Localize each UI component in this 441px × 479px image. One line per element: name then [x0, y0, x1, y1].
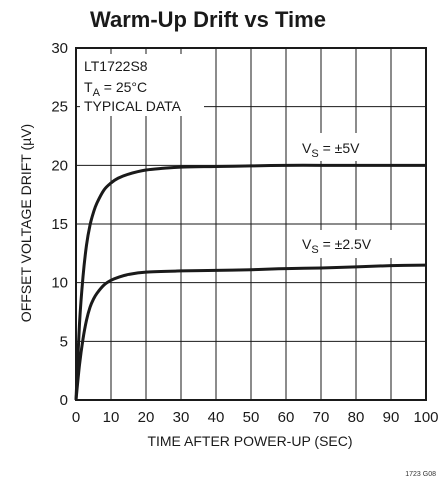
y-tick-label: 20: [51, 157, 68, 174]
curves: [74, 163, 427, 401]
x-tick-label: 80: [348, 409, 365, 426]
plot-frame: [75, 47, 427, 401]
figure-code: 1723 G08: [405, 471, 436, 478]
chart-title: Warm-Up Drift vs Time: [90, 7, 326, 32]
y-tick-label: 30: [51, 40, 68, 57]
y-tick-label: 25: [51, 99, 68, 116]
x-tick-label: 60: [278, 409, 295, 426]
y-tick-label: 0: [60, 392, 68, 409]
y-tick-label: 5: [60, 333, 68, 350]
y-tick-label: 15: [51, 216, 68, 233]
tick-labels: 0 10 20 30 40 50 60 70 80 90 100 0 5 10 15 20 25 30: [51, 40, 438, 426]
x-tick-label: 50: [243, 409, 260, 426]
annotation-temperature: TA = 25°C: [84, 79, 147, 99]
y-axis-label: OFFSET VOLTAGE DRIFT (µV): [18, 124, 34, 322]
x-axis-label: TIME AFTER POWER-UP (SEC): [147, 433, 352, 449]
x-tick-label: 70: [313, 409, 330, 426]
y-tick-label: 10: [51, 275, 68, 292]
x-tick-label: 10: [103, 409, 120, 426]
x-tick-label: 90: [383, 409, 400, 426]
x-tick-label: 100: [413, 409, 438, 426]
x-tick-label: 30: [173, 409, 190, 426]
annotation-typical: TYPICAL DATA: [84, 98, 182, 114]
series-label-5v: VS = ±5V: [302, 140, 360, 160]
label-bg-2v5: [296, 230, 396, 258]
x-tick-label: 20: [138, 409, 155, 426]
annotation-box: [80, 54, 204, 116]
label-bg-5v: [296, 133, 388, 161]
series-label-2v5: VS = ±2.5V: [302, 236, 372, 256]
curve-vs-2v5: [74, 263, 427, 401]
annotation-part: LT1722S8: [84, 58, 148, 74]
x-tick-label: 40: [208, 409, 225, 426]
curve-vs-5v: [74, 163, 426, 401]
x-tick-label: 0: [72, 409, 80, 426]
